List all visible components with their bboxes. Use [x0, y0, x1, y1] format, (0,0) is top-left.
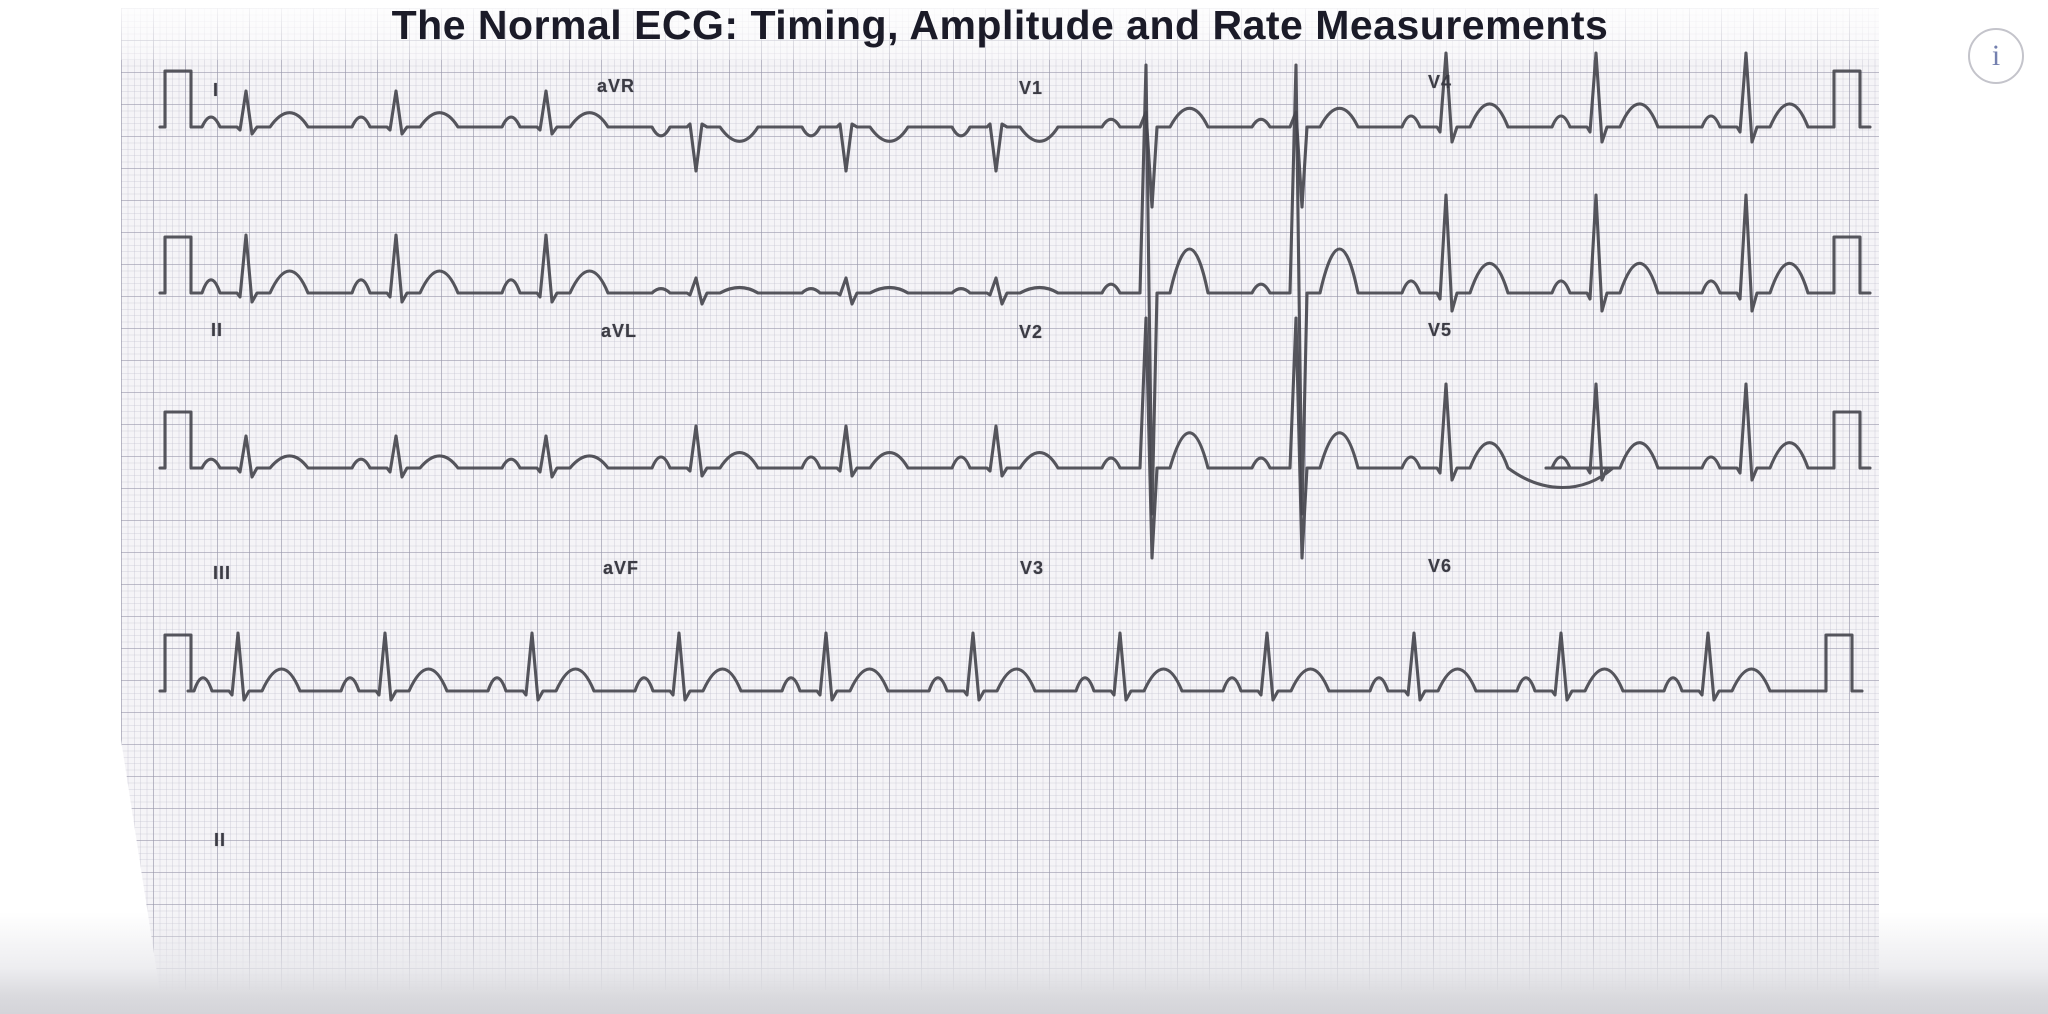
lead-label-avf: aVF — [603, 558, 640, 578]
lead-label-v1: V1 — [1019, 78, 1044, 98]
lead-label-v6: V6 — [1428, 556, 1453, 576]
lead-label-v2: V2 — [1019, 322, 1044, 342]
info-button[interactable]: i — [1968, 28, 2024, 84]
info-icon: i — [1991, 39, 2001, 72]
ecg-paper — [121, 8, 1879, 990]
lead-label-avl: aVL — [601, 321, 638, 341]
title-band — [121, 8, 1879, 60]
lead-label-i: I — [213, 80, 220, 100]
lead-label-ii: II — [214, 830, 227, 850]
lead-label-v3: V3 — [1020, 558, 1045, 578]
page-title: The Normal ECG: Timing, Amplitude and Ra… — [391, 2, 1609, 48]
lead-label-iii: III — [213, 563, 232, 583]
lead-label-v5: V5 — [1428, 320, 1453, 340]
lead-label-v4: V4 — [1428, 72, 1453, 92]
lead-label-ii: II — [211, 320, 224, 340]
lead-label-avr: aVR — [597, 76, 636, 96]
